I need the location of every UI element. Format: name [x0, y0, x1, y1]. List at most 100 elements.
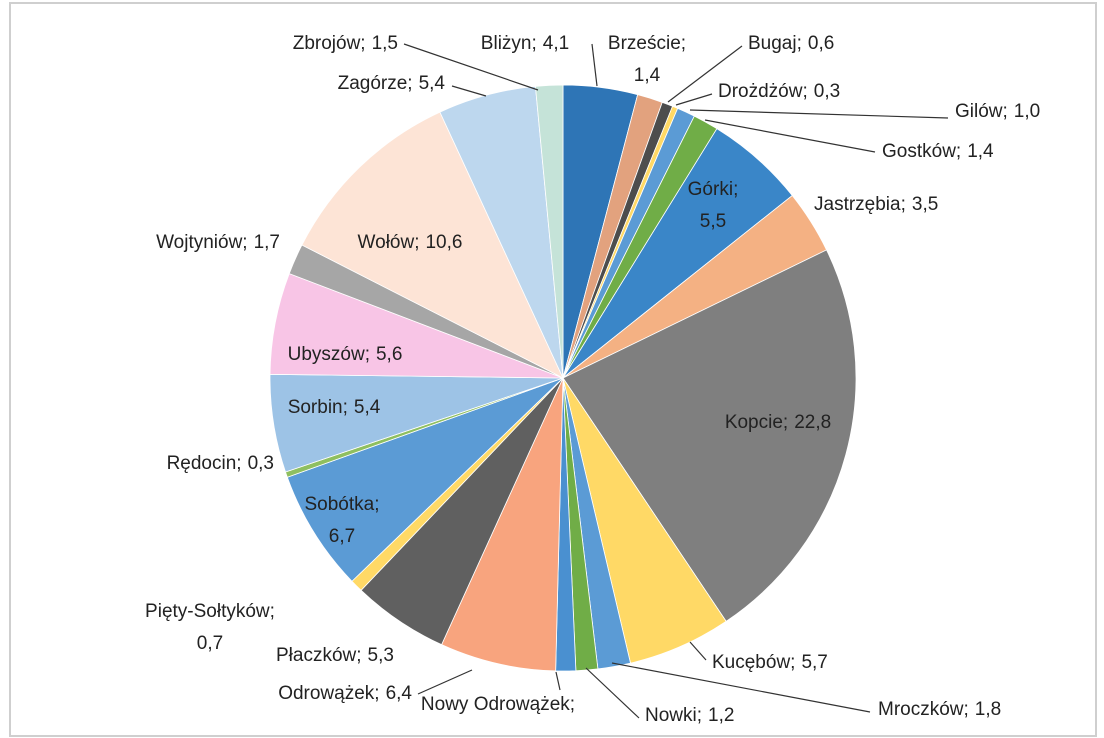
- label-separator: ;: [407, 73, 412, 94]
- label-separator: ;: [790, 652, 795, 673]
- leader-line: [689, 641, 707, 661]
- label-separator: ;: [343, 397, 348, 418]
- pie-slice: [441, 377, 564, 672]
- data-label: Gostków; 1,4: [882, 141, 994, 162]
- label-separator: ;: [802, 81, 807, 102]
- label-value: 0,3: [814, 81, 840, 102]
- data-label: Nowki; 1,2: [645, 705, 734, 726]
- leader-line: [403, 43, 539, 91]
- data-label: Wołów; 10,6: [358, 232, 463, 253]
- label-value: 10,6: [425, 232, 462, 253]
- label-value: 5,4: [354, 397, 381, 418]
- label-category: Ubyszów: [288, 344, 365, 365]
- pie-slice: [562, 249, 857, 622]
- label-category: Nowki: [645, 705, 697, 726]
- label-value: 1,7: [254, 232, 280, 253]
- label-separator: ;: [964, 699, 969, 720]
- label-separator: ;: [1003, 101, 1008, 122]
- data-label: Nowy Odrowążek;: [421, 694, 575, 715]
- label-value: 0,7: [197, 633, 223, 654]
- label-category: Płaczków: [276, 645, 357, 666]
- label-value: 1,5: [372, 33, 398, 54]
- label-value: 0,6: [808, 33, 834, 54]
- label-separator: ;: [374, 494, 379, 515]
- label-category: Kopcie: [725, 412, 783, 433]
- pie-slice: [286, 377, 564, 582]
- data-label: Bugaj; 0,6: [748, 33, 834, 54]
- leader-line: [675, 93, 713, 106]
- label-value: 4,1: [543, 33, 569, 54]
- label-category: Odrowążek: [278, 683, 375, 704]
- label-value: 6,4: [386, 683, 413, 704]
- data-label: Kucębów; 5,7: [712, 652, 828, 673]
- label-separator: ;: [365, 344, 370, 365]
- leader-line: [689, 109, 949, 119]
- label-separator: ;: [697, 705, 702, 726]
- label-value: 1,4: [967, 141, 994, 162]
- label-separator: ;: [681, 33, 686, 54]
- label-separator: ;: [374, 683, 379, 704]
- label-value: 1,0: [1014, 101, 1040, 122]
- label-separator: ;: [956, 141, 961, 162]
- leader-line: [585, 667, 640, 719]
- label-category: Sorbin: [288, 397, 343, 418]
- data-label: Zbrojów; 1,5: [293, 33, 398, 54]
- data-label: Pięty-Sołtyków; 0,7: [145, 601, 275, 654]
- data-label: Wojtyniów; 1,7: [156, 232, 280, 253]
- label-category: Bliżyn: [481, 33, 532, 54]
- label-category: Gostków: [882, 141, 956, 162]
- label-category: Pięty-Sołtyków: [145, 601, 270, 622]
- leader-line: [611, 662, 871, 713]
- label-value: 5,3: [368, 645, 394, 666]
- label-value: 5,7: [801, 652, 827, 673]
- leader-line: [667, 45, 743, 103]
- pie-slice: [534, 84, 564, 379]
- label-separator: ;: [360, 33, 365, 54]
- label-category: Górki: [688, 179, 733, 200]
- label-separator: ;: [797, 33, 802, 54]
- label-value: 1,2: [708, 705, 734, 726]
- label-category: Kucębów: [712, 652, 790, 673]
- label-category: Jastrzębia: [814, 194, 901, 215]
- label-separator: ;: [242, 232, 247, 253]
- leader-line: [451, 85, 487, 97]
- label-separator: ;: [783, 412, 788, 433]
- label-value: 1,4: [634, 65, 661, 86]
- label-category: Mroczków: [878, 699, 964, 720]
- label-category: Drożdżów: [718, 81, 803, 102]
- data-label: Rędocin; 0,3: [167, 453, 274, 474]
- label-separator: ;: [531, 33, 536, 54]
- data-label: Zagórze; 5,4: [338, 73, 446, 94]
- label-value: 5,6: [376, 344, 402, 365]
- label-value: 22,8: [794, 412, 831, 433]
- label-separator: ;: [733, 179, 738, 200]
- data-label: Bliżyn; 4,1: [481, 33, 569, 54]
- label-category: Gilów: [955, 101, 1003, 122]
- label-value: 0,3: [248, 453, 274, 474]
- pie-slice: [301, 111, 564, 379]
- leader-line: [704, 119, 876, 153]
- label-separator: ;: [570, 694, 575, 715]
- label-category: Zbrojów: [293, 33, 361, 54]
- leader-line: [591, 43, 598, 87]
- label-value: 3,5: [912, 194, 938, 215]
- label-value: 6,7: [329, 526, 355, 547]
- label-separator: ;: [270, 601, 275, 622]
- label-value: 5,5: [700, 211, 726, 232]
- data-label: Ubyszów; 5,6: [288, 344, 403, 365]
- data-label: Kopcie; 22,8: [725, 412, 831, 433]
- label-separator: ;: [414, 232, 419, 253]
- label-value: 1,8: [975, 699, 1001, 720]
- label-category: Wołów: [358, 232, 415, 253]
- data-label: Sobótka; 6,7: [304, 494, 379, 547]
- label-category: Wojtyniów: [156, 232, 243, 253]
- label-value: 5,4: [419, 73, 446, 94]
- leader-line: [417, 669, 473, 695]
- data-label: Sorbin; 5,4: [288, 397, 381, 418]
- data-label: Gilów; 1,0: [955, 101, 1040, 122]
- data-label: Mroczków; 1,8: [878, 699, 1001, 720]
- label-separator: ;: [901, 194, 906, 215]
- label-category: Brzeście: [608, 33, 681, 54]
- label-separator: ;: [356, 645, 361, 666]
